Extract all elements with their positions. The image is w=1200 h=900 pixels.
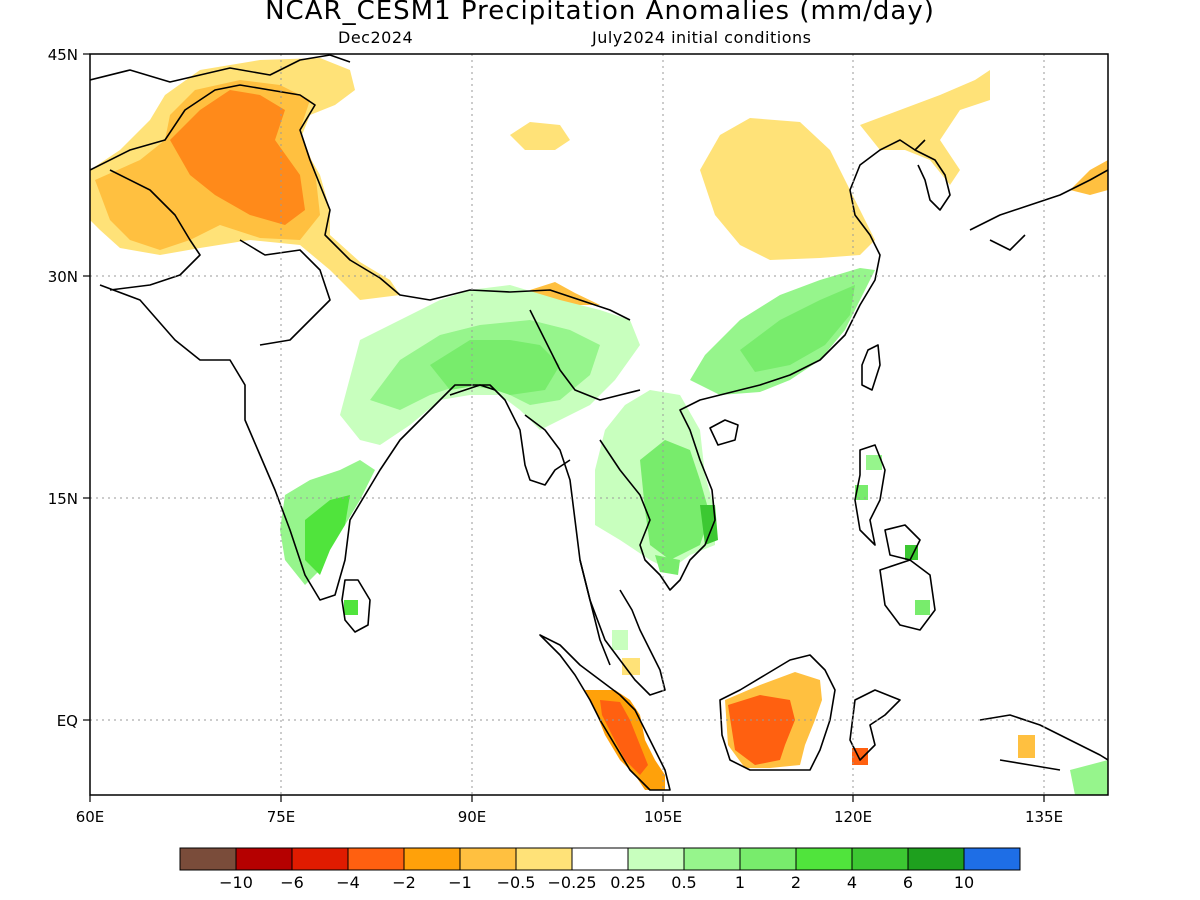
colorbar-label: 0.5 — [671, 873, 696, 892]
anomaly-region-southeast-china-core — [740, 285, 855, 372]
colorbar-box — [291, 847, 349, 871]
anomaly-region-philippines-north — [866, 455, 882, 470]
x-axis-labels: 60E 75E 90E 105E 120E 135E — [76, 808, 1063, 826]
anomaly-field — [90, 58, 1108, 795]
anomaly-region-korea-north — [860, 70, 990, 185]
colorbar-box — [571, 847, 629, 871]
anomaly-region-mekong — [655, 555, 680, 575]
coastline-bay-bengal-delta — [449, 384, 496, 396]
anomaly-region-mongolia-blob — [510, 122, 570, 150]
colorbar-box — [963, 847, 1021, 871]
colorbar-box — [627, 847, 685, 871]
colorbar-box — [795, 847, 853, 871]
anomaly-region-new-guinea-east — [1070, 760, 1108, 795]
anomaly-region-philippines-mid — [855, 485, 868, 500]
coastline-china-east — [719, 139, 926, 396]
coastline-hainan — [709, 419, 739, 446]
anomaly-region-sumatra-core — [600, 700, 648, 775]
colorbar-labels: −10 −6 −4 −2 −1 −0.5 −0.25 0.25 0.5 1 2 4 6 10 — [219, 873, 974, 892]
colorbar-label: −10 — [219, 873, 253, 892]
coastline-indochina — [599, 394, 721, 591]
coastline-new-guinea — [979, 714, 1108, 771]
anomaly-region-indochina-core — [640, 440, 710, 560]
colorbar-label: −4 — [336, 873, 360, 892]
coastline-visayas — [884, 524, 921, 561]
y-tick-label: 45N — [48, 46, 78, 64]
colorbar-label: 6 — [903, 873, 913, 892]
colorbar-box — [851, 847, 909, 871]
colorbar-box — [907, 847, 965, 871]
y-tick-label: 15N — [48, 490, 78, 508]
y-tick-label: EQ — [57, 712, 78, 730]
colorbar-label: 4 — [847, 873, 857, 892]
border-india-west — [239, 239, 331, 346]
anomaly-region-himalaya-core — [170, 90, 305, 225]
coastline-taiwan — [861, 344, 881, 391]
anomaly-region-bangladesh — [430, 340, 560, 395]
coastline-mindanao — [879, 559, 936, 631]
x-tick-label: 90E — [458, 808, 487, 826]
anomaly-region-vietnam-coast — [700, 505, 718, 545]
colorbar-label: −6 — [280, 873, 304, 892]
coastline-myanmar — [524, 414, 611, 666]
colorbar-box — [179, 847, 237, 871]
colorbar-box — [347, 847, 405, 871]
coastline-luzon — [854, 444, 886, 546]
colorbar-box — [235, 847, 293, 871]
map-gridlines — [90, 54, 1108, 795]
colorbar-label: −2 — [392, 873, 416, 892]
x-tick-label: 120E — [834, 808, 872, 826]
anomaly-region-malay-south — [622, 658, 640, 675]
x-tick-label: 135E — [1025, 808, 1063, 826]
colorbar: −10 −6 −4 −2 −1 −0.5 −0.25 0.25 0.5 1 2 4 6 10 — [179, 847, 1021, 892]
coastline-sumatra — [539, 634, 671, 791]
anomaly-region-philippines-south — [915, 600, 930, 615]
coastline-sulawesi — [849, 689, 901, 761]
colorbar-label: 2 — [791, 873, 801, 892]
colorbar-label: −1 — [448, 873, 472, 892]
colorbar-box — [515, 847, 573, 871]
colorbar-box — [739, 847, 797, 871]
map-frame — [89, 53, 1109, 796]
border-myanmar-east — [529, 309, 641, 401]
colorbar-label: 1 — [735, 873, 745, 892]
colorbar-boxes — [179, 847, 1021, 871]
anomaly-region-sri-lanka — [344, 600, 358, 615]
coastline-malay — [579, 559, 666, 696]
anomaly-region-borneo-core — [728, 695, 795, 765]
anomaly-region-north-china — [700, 118, 875, 260]
border-himalaya — [90, 84, 631, 321]
colorbar-box — [683, 847, 741, 871]
anomaly-region-tibet-strip — [345, 260, 395, 298]
colorbar-box — [459, 847, 517, 871]
forecast-month: Dec2024 — [338, 28, 414, 47]
anomaly-region-malay-north — [612, 630, 628, 650]
coastline-sri-lanka — [341, 579, 371, 633]
initial-conditions-note: July2024 initial conditions — [592, 28, 812, 47]
x-tick-label: 75E — [267, 808, 296, 826]
anomaly-region-japan — [1070, 160, 1108, 195]
anomaly-region-south-india-core — [305, 495, 350, 575]
x-tick-label: 105E — [644, 808, 682, 826]
colorbar-box — [403, 847, 461, 871]
coastline-south-asia — [99, 284, 571, 601]
map-title: NCAR_CESM1 Precipitation Anomalies (mm/d… — [265, 0, 935, 26]
border-pakistan-afghan — [109, 169, 201, 291]
coastline-japan — [969, 169, 1108, 251]
y-axis-labels: 45N 30N 15N EQ — [48, 46, 78, 730]
y-tick-label: 30N — [48, 268, 78, 286]
colorbar-label: −0.25 — [547, 873, 596, 892]
colorbar-label: 0.25 — [610, 873, 646, 892]
border-central-asia — [90, 54, 351, 83]
colorbar-label: 10 — [954, 873, 974, 892]
colorbar-label: −0.5 — [497, 873, 536, 892]
coastline-korea — [914, 149, 951, 211]
x-tick-label: 60E — [76, 808, 105, 826]
axis-ticks — [83, 53, 1045, 802]
anomaly-region-maluku — [1018, 735, 1035, 758]
